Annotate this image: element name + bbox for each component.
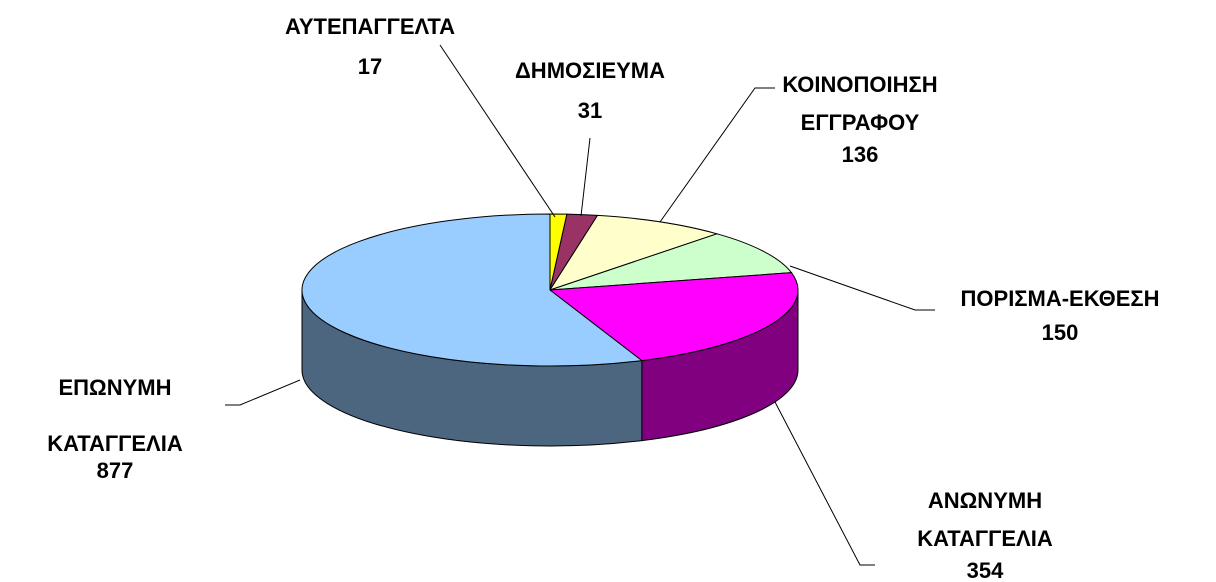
slice-label: ΑΥΤΕΠΑΓΓΕΛΤΑ [284,14,456,39]
value-label: 136 [841,142,879,167]
slice-label: ΚΟΙΝΟΠΟΙΗΣΗ ΕΓΓΡΑΦΟΥ [782,72,938,135]
leader-line [659,87,775,223]
value-label: 31 [577,98,603,123]
value-label: 150 [1041,320,1079,345]
pie-slice [548,214,719,291]
slice-label: ΠΟΡΙΣΜΑ-ΕΚΘΕΣΗ [960,286,1160,311]
value-label: 877 [96,458,134,483]
pie-slice [549,233,793,291]
pie-slice [301,213,644,367]
value-label: 17 [357,54,383,79]
leader-line [580,137,591,217]
slice-label: ΕΠΩΝΥΜΗ ΚΑΤΑΓΓΕΛΙΑ [47,375,183,456]
leader-line [774,401,875,566]
value-label: 354 [966,558,1004,582]
pie-slice [548,272,799,362]
slice-label: ΔΗΜΟΣΙΕΥΜΑ [514,58,666,83]
leader-line [225,379,301,406]
slice-label: ΑΝΩΝΥΜΗ ΚΑΤΑΓΓΕΛΙΑ [917,488,1053,551]
leader-line [439,44,556,218]
leader-line [789,265,935,311]
